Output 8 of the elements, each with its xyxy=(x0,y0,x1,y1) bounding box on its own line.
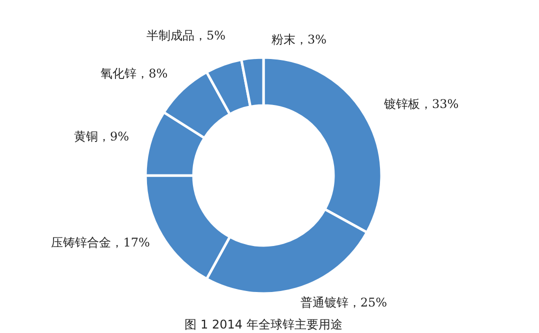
slice-label: 黄铜，9% xyxy=(74,129,130,144)
slice-label: 半制成品，5% xyxy=(146,28,226,42)
slice-label: 粉末，3% xyxy=(272,32,327,46)
slice-label: 镀锌板，33% xyxy=(383,97,459,112)
slice-label: 压铸锌合金，17% xyxy=(51,236,150,250)
slice-label: 普通镀锌，25% xyxy=(300,295,387,310)
slice-label: 氧化锌，8% xyxy=(100,66,168,80)
text: 图 1 2014 年全球锌主要用途 xyxy=(184,318,342,332)
